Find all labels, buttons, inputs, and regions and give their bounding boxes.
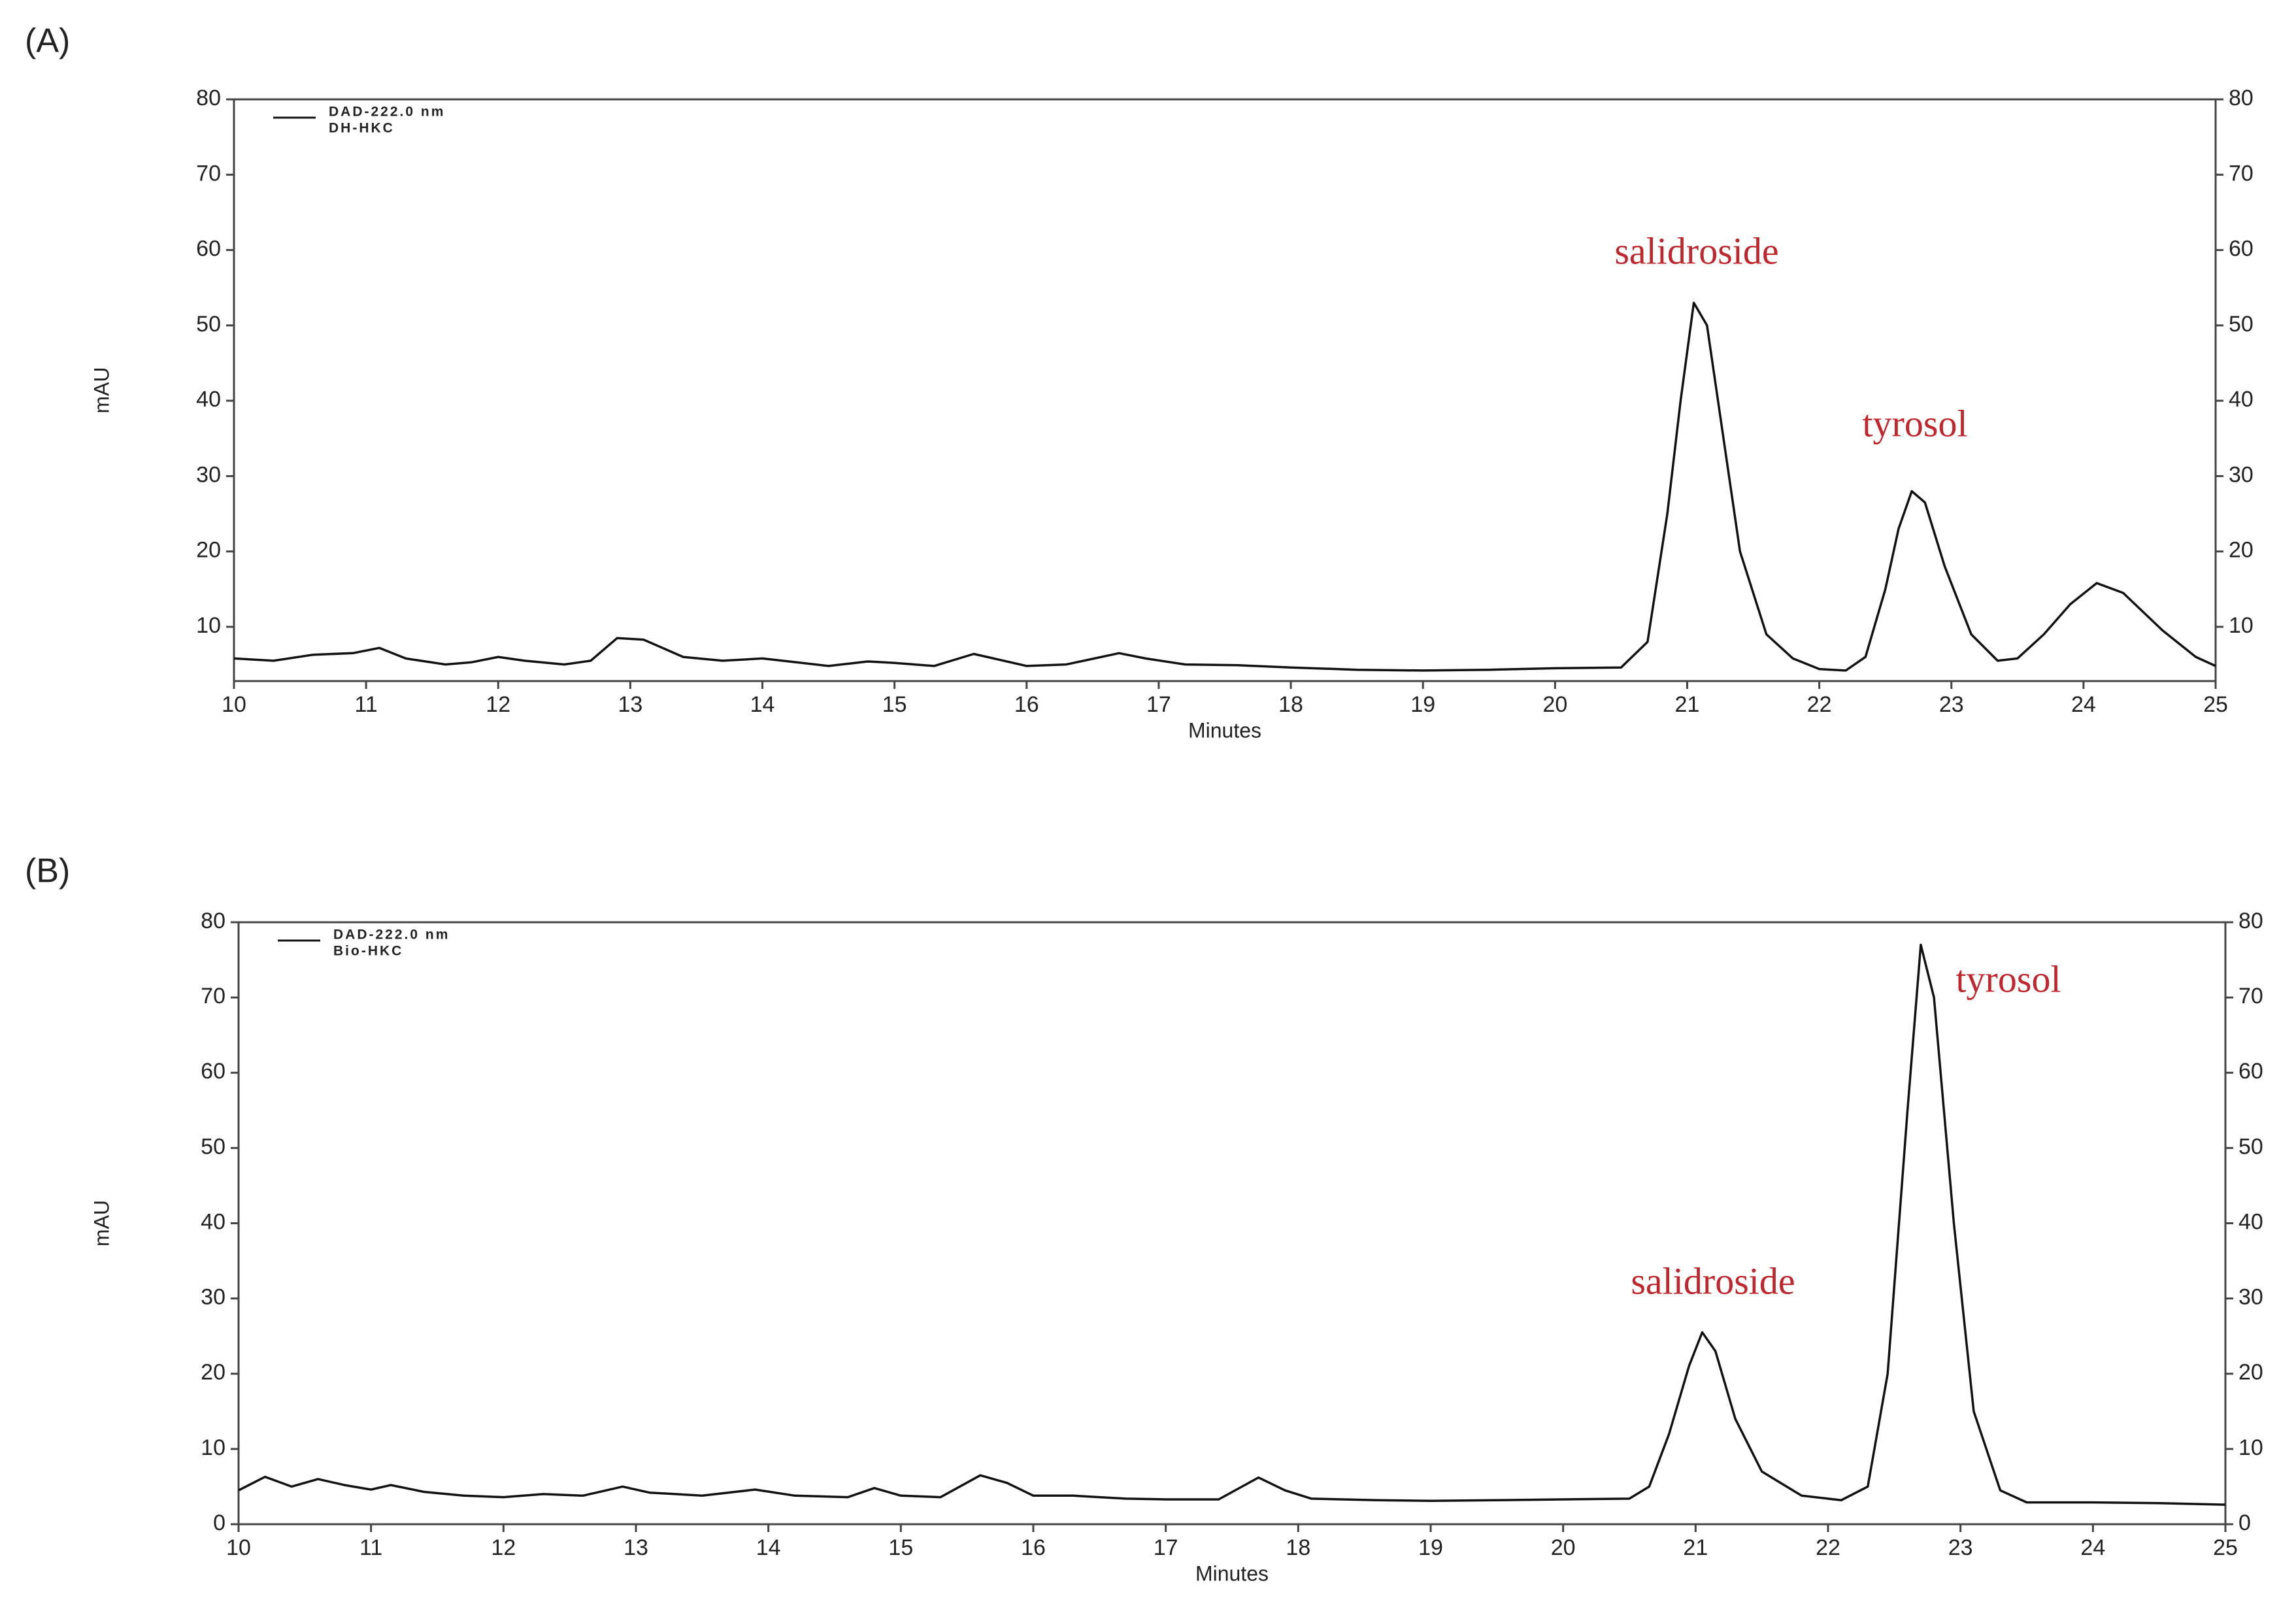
x-tick-label: 20: [1542, 692, 1567, 717]
y-tick-label: 50: [196, 312, 221, 337]
x-tick-label: 25: [2203, 692, 2228, 717]
x-tick-label: 14: [756, 1535, 781, 1560]
x-tick-label: 14: [750, 692, 775, 717]
y-tick-label: 20: [201, 1360, 225, 1385]
y2-tick-label: 60: [2229, 237, 2254, 261]
y2-tick-label: 80: [2238, 909, 2263, 933]
x-tick-label: 23: [1939, 692, 1964, 717]
y-tick-label: 80: [201, 909, 225, 933]
x-tick-label: 18: [1286, 1535, 1310, 1560]
y2-tick-label: 80: [2229, 86, 2254, 110]
panel-label: (B): [25, 852, 70, 890]
y2-tick-label: 60: [2238, 1059, 2263, 1084]
y-tick-label: 0: [213, 1510, 225, 1535]
y2-tick-label: 70: [2229, 161, 2254, 186]
x-tick-label: 13: [624, 1535, 648, 1560]
y2-tick-label: 50: [2238, 1134, 2263, 1159]
y2-tick-label: 50: [2229, 312, 2254, 337]
legend-sample: DH-HKC: [329, 121, 395, 136]
y-tick-label: 40: [201, 1209, 225, 1234]
x-tick-label: 15: [888, 1535, 913, 1560]
x-tick-label: 19: [1410, 692, 1435, 717]
y-tick-label: 70: [196, 161, 221, 186]
x-tick-label: 16: [1014, 692, 1039, 717]
x-axis-label: Minutes: [1195, 1561, 1269, 1585]
x-tick-label: 21: [1675, 692, 1700, 717]
x-tick-label: 16: [1021, 1535, 1046, 1560]
x-tick-label: 24: [2071, 692, 2096, 717]
y-tick-label: 30: [201, 1285, 225, 1310]
x-tick-label: 10: [226, 1535, 251, 1560]
x-tick-label: 23: [1948, 1535, 1973, 1560]
y2-tick-label: 70: [2238, 984, 2263, 1009]
x-tick-label: 20: [1551, 1535, 1576, 1560]
x-tick-label: 21: [1683, 1535, 1708, 1560]
x-tick-label: 12: [491, 1535, 516, 1560]
y2-tick-label: 20: [2238, 1360, 2263, 1385]
y2-tick-label: 40: [2229, 387, 2254, 412]
y-tick-label: 30: [196, 462, 221, 487]
legend-label: DAD-222.0 nm: [333, 927, 450, 943]
y-tick-label: 10: [196, 613, 221, 638]
y-tick-label: 10: [201, 1435, 225, 1460]
legend-sample: Bio-HKC: [333, 944, 403, 959]
y-tick-label: 60: [201, 1059, 225, 1084]
panel-label: (A): [25, 22, 70, 60]
chromatogram-line: [233, 301, 2216, 672]
y2-tick-label: 30: [2238, 1285, 2263, 1310]
y2-tick-label: 0: [2238, 1510, 2251, 1535]
x-tick-label: 18: [1278, 692, 1303, 717]
peak-annotation: salidroside: [1614, 229, 1778, 272]
x-tick-label: 17: [1154, 1535, 1178, 1560]
y2-tick-label: 10: [2238, 1435, 2263, 1460]
x-axis-label: Minutes: [1188, 718, 1261, 742]
y-axis-label: mAU: [90, 367, 113, 413]
x-tick-label: 13: [618, 692, 642, 717]
x-tick-label: 19: [1418, 1535, 1443, 1560]
x-tick-label: 10: [222, 692, 246, 717]
legend-label: DAD-222.0 nm: [329, 105, 445, 120]
y-tick-label: 80: [196, 86, 221, 110]
x-tick-label: 22: [1807, 692, 1832, 717]
x-tick-label: 24: [2080, 1535, 2105, 1560]
chromatogram-line: [238, 943, 2226, 1506]
x-tick-label: 25: [2213, 1535, 2238, 1560]
x-tick-label: 17: [1146, 692, 1171, 717]
x-tick-label: 12: [486, 692, 510, 717]
x-tick-label: 22: [1816, 1535, 1840, 1560]
y-tick-label: 50: [201, 1134, 225, 1159]
y-tick-label: 70: [201, 984, 225, 1009]
x-tick-label: 11: [354, 692, 377, 717]
y-axis-label: mAU: [90, 1200, 113, 1246]
peak-annotation: tyrosol: [1955, 958, 2061, 1000]
y2-tick-label: 30: [2229, 462, 2254, 487]
y2-tick-label: 20: [2229, 538, 2254, 563]
y2-tick-label: 40: [2238, 1209, 2263, 1234]
y-tick-label: 40: [196, 387, 221, 412]
peak-annotation: salidroside: [1631, 1260, 1795, 1302]
y2-tick-label: 10: [2229, 613, 2254, 638]
y-tick-label: 60: [196, 237, 221, 261]
x-tick-label: 11: [359, 1535, 382, 1560]
plot-frame: [233, 98, 2217, 682]
y-tick-label: 20: [196, 538, 221, 563]
peak-annotation: tyrosol: [1862, 402, 1967, 444]
x-tick-label: 15: [882, 692, 907, 717]
